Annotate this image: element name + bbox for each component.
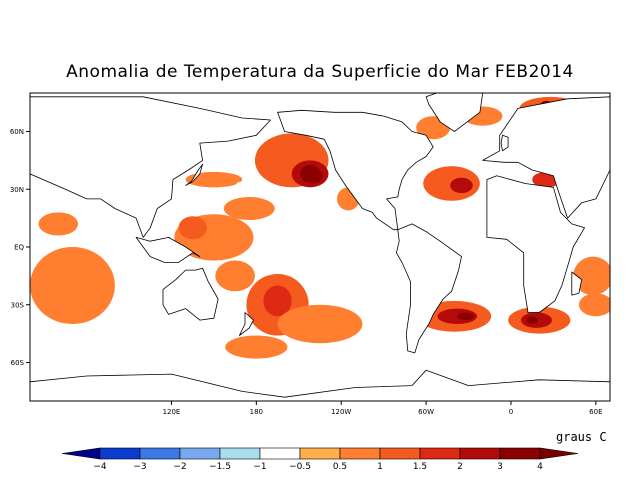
colorbar-level-label: −2 bbox=[173, 462, 186, 472]
colorbar-level-label: 1 bbox=[377, 462, 383, 472]
colorbar-level-label: 3 bbox=[497, 462, 503, 472]
colorbar-arrow-low bbox=[61, 447, 101, 460]
land-uk bbox=[500, 134, 509, 152]
colorbar: −4 −3 −2 −1.5 −1 −0.5 0.5 1 1.5 2 3 4 bbox=[61, 447, 579, 472]
colorbar-level-label: 1.5 bbox=[413, 462, 427, 472]
warm-anomaly-patch bbox=[30, 247, 115, 324]
warm-anomaly-patch bbox=[215, 260, 255, 292]
warm-anomaly-patch bbox=[573, 256, 610, 296]
x-tick-label: 60W bbox=[418, 408, 434, 416]
colorbar-level-label: 0.5 bbox=[333, 462, 347, 472]
warm-anomaly-patch bbox=[578, 293, 610, 317]
colorbar-level-label: 2 bbox=[457, 462, 463, 472]
y-tick-label: 60S bbox=[11, 359, 25, 367]
land-indonesia bbox=[135, 236, 201, 263]
x-tick-label: 120E bbox=[163, 408, 181, 416]
colorbar-swatch bbox=[459, 447, 501, 460]
land-eurasia bbox=[482, 96, 610, 219]
axis-ticks: 120E 180 120W 60W 0 60E 60N 30N EQ 30S 60S bbox=[10, 128, 603, 416]
chart-title: Anomalia de Temperatura da Superficie do… bbox=[66, 62, 574, 82]
cool-anomaly-patch bbox=[114, 308, 172, 340]
cool-anomaly-patch bbox=[489, 245, 519, 269]
anomaly-patches bbox=[30, 96, 610, 390]
warm-anomaly-core bbox=[300, 164, 321, 183]
colorbar-swatch bbox=[219, 447, 261, 460]
colorbar-swatch bbox=[179, 447, 221, 460]
cool-anomaly-patch bbox=[352, 352, 387, 373]
colorbar-level-label: −3 bbox=[133, 462, 146, 472]
y-tick-label: EQ bbox=[14, 244, 24, 252]
land-japan bbox=[185, 163, 204, 186]
warm-anomaly-patch bbox=[457, 312, 475, 321]
colorbar-swatch bbox=[259, 447, 301, 460]
x-tick-label: 60E bbox=[589, 408, 602, 416]
colorbar-level-label: −1 bbox=[253, 462, 266, 472]
x-tick-label: 120W bbox=[331, 408, 351, 416]
x-tick-label: 0 bbox=[509, 408, 513, 416]
cool-anomaly-patch bbox=[291, 233, 405, 253]
land-africa bbox=[486, 175, 585, 313]
land-masses bbox=[30, 93, 610, 401]
warm-anomaly-patch bbox=[263, 285, 292, 317]
colorbar-swatch bbox=[499, 447, 541, 460]
warm-anomaly-patch bbox=[277, 304, 363, 344]
land-south-america bbox=[395, 223, 462, 354]
land-antarctica bbox=[30, 369, 610, 401]
land-greenland bbox=[425, 93, 484, 132]
land-madagascar bbox=[571, 271, 583, 296]
cool-anomaly-patch bbox=[321, 247, 384, 259]
units-label: graus C bbox=[556, 430, 607, 444]
colorbar-swatch bbox=[419, 447, 461, 460]
colorbar-swatch bbox=[299, 447, 341, 460]
colorbar-swatch bbox=[339, 447, 381, 460]
y-tick-label: 30N bbox=[10, 186, 24, 194]
land-asia-west bbox=[30, 96, 271, 238]
colorbar-arrow-high bbox=[539, 447, 579, 460]
cool-anomaly-patch bbox=[411, 347, 497, 371]
cool-anomaly-patch bbox=[262, 374, 308, 390]
warm-anomaly-patch bbox=[178, 216, 207, 240]
warm-anomaly-patch bbox=[38, 212, 79, 236]
cool-anomaly-patch bbox=[233, 181, 251, 197]
warm-anomaly-patch bbox=[526, 316, 538, 324]
colorbar-level-label: −4 bbox=[93, 462, 107, 472]
warm-anomaly-patch bbox=[185, 171, 243, 188]
land-north-america bbox=[277, 109, 434, 231]
colorbar-level-label: 4 bbox=[537, 462, 543, 472]
map-area bbox=[30, 93, 610, 401]
colorbar-level-label: −1.5 bbox=[209, 462, 231, 472]
x-tick-label: 180 bbox=[250, 408, 263, 416]
colorbar-swatch bbox=[99, 447, 141, 460]
cool-anomaly-patch bbox=[363, 254, 404, 286]
y-tick-label: 60N bbox=[10, 128, 24, 136]
colorbar-level-label: −0.5 bbox=[289, 462, 311, 472]
warm-anomaly-patch bbox=[450, 177, 473, 194]
land-new-zealand bbox=[238, 312, 254, 336]
y-tick-label: 30S bbox=[11, 301, 25, 309]
land-australia bbox=[162, 267, 219, 321]
warm-anomaly-patch bbox=[225, 335, 288, 359]
colorbar-swatch bbox=[379, 447, 421, 460]
warm-anomaly-patch bbox=[223, 196, 275, 221]
colorbar-swatch bbox=[139, 447, 181, 460]
